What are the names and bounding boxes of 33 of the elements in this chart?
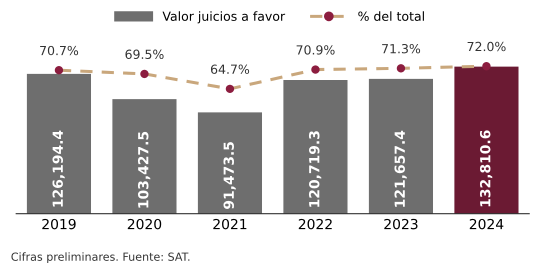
x-tick-label: 2024	[470, 218, 504, 230]
data-label: 71.3%	[382, 44, 420, 54]
data-label: 91,473.5	[223, 142, 236, 209]
x-tick-label: 2020	[128, 218, 162, 230]
bar	[112, 99, 177, 214]
data-label: 120,719.3	[308, 131, 322, 207]
bar	[368, 78, 434, 214]
data-label: 70.7%	[40, 46, 78, 56]
x-tick-label: 2022	[298, 218, 332, 230]
legend-label: Valor juicios a favor	[162, 11, 286, 24]
bar	[283, 80, 348, 214]
point	[226, 84, 234, 94]
point	[396, 64, 406, 72]
data-label: 132,810.6	[480, 130, 492, 206]
bar	[26, 74, 92, 214]
bar	[454, 66, 519, 214]
x-tick-label: 2021	[213, 218, 246, 230]
point	[482, 62, 491, 70]
data-label: 69.5%	[125, 50, 164, 60]
point	[54, 66, 64, 74]
x-tick-label: 2023	[384, 218, 418, 230]
data-label: 103,427.5	[138, 132, 150, 208]
data-label: 70.9%	[296, 45, 335, 55]
point	[311, 65, 320, 74]
x-tick-label: 2019	[42, 218, 76, 230]
bar	[198, 112, 262, 214]
text: Cifras preliminares. Fuente: SAT.	[11, 252, 190, 264]
data-label: 126,194.4	[52, 130, 65, 207]
data-label: 72.0%	[468, 42, 506, 52]
data-label: 121,657.4	[394, 130, 407, 207]
legend-label: % del total	[358, 11, 424, 21]
point	[140, 70, 149, 78]
data-label: 64.7%	[210, 64, 250, 74]
